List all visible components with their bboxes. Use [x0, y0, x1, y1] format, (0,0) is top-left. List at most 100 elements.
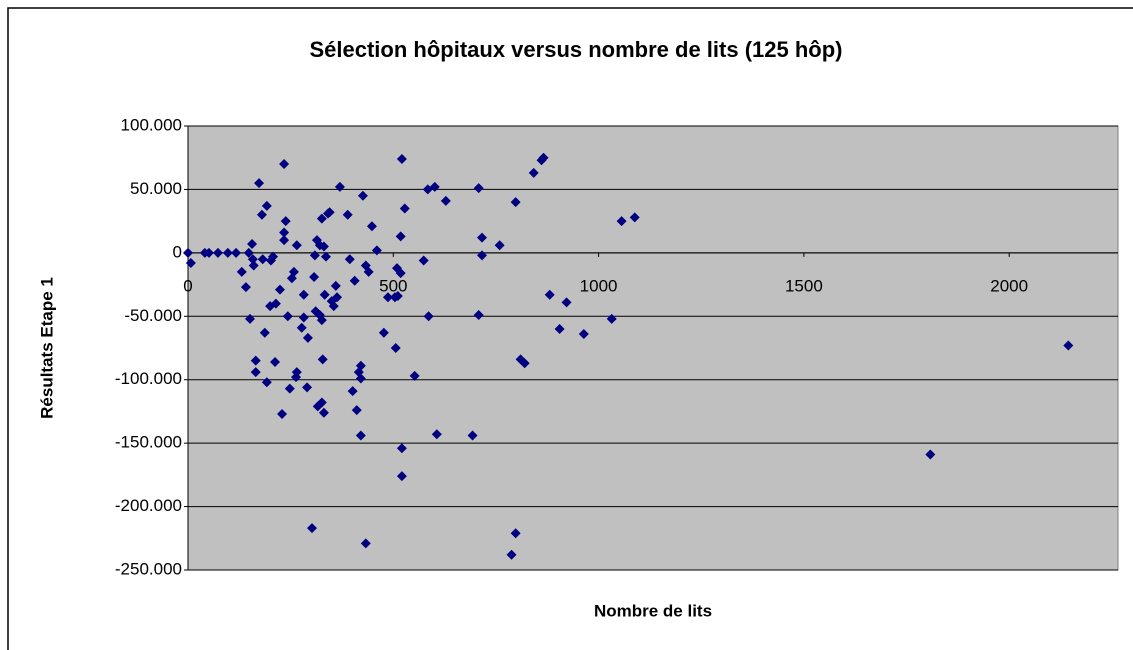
point	[363, 266, 374, 277]
point	[378, 327, 389, 338]
point	[616, 216, 627, 227]
point	[396, 443, 407, 454]
point	[245, 313, 255, 324]
point	[316, 397, 327, 408]
point	[382, 292, 393, 303]
point	[351, 405, 362, 416]
point	[561, 297, 572, 308]
point	[473, 310, 484, 321]
point	[279, 159, 290, 170]
point	[279, 235, 290, 246]
y-tick-label: -150.000	[115, 433, 182, 452]
point	[519, 358, 530, 369]
y-tick-label: 50.000	[130, 179, 182, 198]
point	[257, 254, 268, 265]
point	[247, 254, 258, 265]
point	[270, 356, 281, 367]
point	[307, 523, 317, 534]
point	[925, 449, 936, 460]
y-axis-label: Résultats Etape 1	[37, 277, 56, 419]
point	[288, 266, 299, 277]
point	[544, 289, 555, 300]
point	[392, 290, 403, 301]
point	[355, 430, 366, 441]
point	[250, 355, 261, 366]
point	[302, 332, 313, 343]
point	[324, 207, 335, 218]
point	[342, 209, 353, 220]
point	[319, 289, 330, 300]
y-tick-label: 0	[173, 242, 182, 261]
point	[291, 367, 302, 378]
point	[203, 247, 214, 258]
point	[429, 181, 440, 192]
point	[366, 221, 377, 232]
x-tick-label: 2000	[990, 276, 1028, 295]
point	[328, 301, 339, 312]
point	[349, 275, 360, 286]
point	[243, 247, 254, 258]
point	[1063, 340, 1074, 351]
point	[332, 292, 343, 303]
point	[395, 268, 406, 279]
point	[261, 200, 272, 211]
point	[476, 250, 487, 261]
point	[222, 247, 233, 258]
x-tick-label: 500	[379, 276, 407, 295]
point	[344, 254, 355, 265]
point	[183, 247, 193, 258]
y-tick-label: -200.000	[115, 496, 182, 515]
point	[467, 430, 478, 441]
y-tick-label: -100.000	[115, 369, 182, 388]
point	[578, 329, 589, 340]
point	[395, 231, 406, 242]
point	[270, 298, 281, 309]
point	[296, 322, 307, 333]
point	[231, 247, 242, 258]
point	[185, 258, 196, 269]
point	[274, 284, 285, 295]
x-tick-label: 1500	[785, 276, 823, 295]
point	[355, 360, 366, 371]
point	[316, 213, 327, 224]
point	[606, 313, 617, 324]
point	[320, 251, 331, 262]
point	[418, 255, 429, 266]
point	[279, 227, 290, 238]
point	[371, 245, 382, 256]
point	[390, 343, 401, 353]
point	[399, 203, 410, 214]
point	[309, 250, 320, 261]
point	[284, 383, 295, 394]
x-tick-label: 0	[183, 276, 192, 295]
point	[347, 386, 358, 397]
chart-title: Sélection hôpitaux versus nombre de lits…	[309, 37, 842, 62]
point	[355, 373, 366, 384]
point	[318, 241, 329, 252]
point	[309, 271, 320, 282]
point	[510, 528, 521, 539]
point	[236, 266, 247, 277]
point	[298, 289, 309, 300]
point	[409, 370, 420, 381]
point	[247, 238, 258, 249]
point	[316, 315, 327, 326]
point	[360, 538, 371, 549]
point	[423, 311, 434, 322]
point	[396, 153, 407, 164]
point	[334, 181, 345, 192]
point	[277, 408, 288, 419]
point	[476, 232, 487, 243]
point	[212, 247, 223, 258]
y-tick-label: -50.000	[124, 306, 182, 325]
point	[254, 178, 265, 189]
point	[396, 471, 407, 482]
point	[494, 240, 505, 251]
x-tick-label: 1000	[580, 276, 618, 295]
point	[330, 280, 341, 291]
point	[538, 152, 549, 163]
point	[302, 382, 313, 393]
y-tick-label: -250.000	[115, 559, 182, 578]
point	[554, 323, 565, 334]
